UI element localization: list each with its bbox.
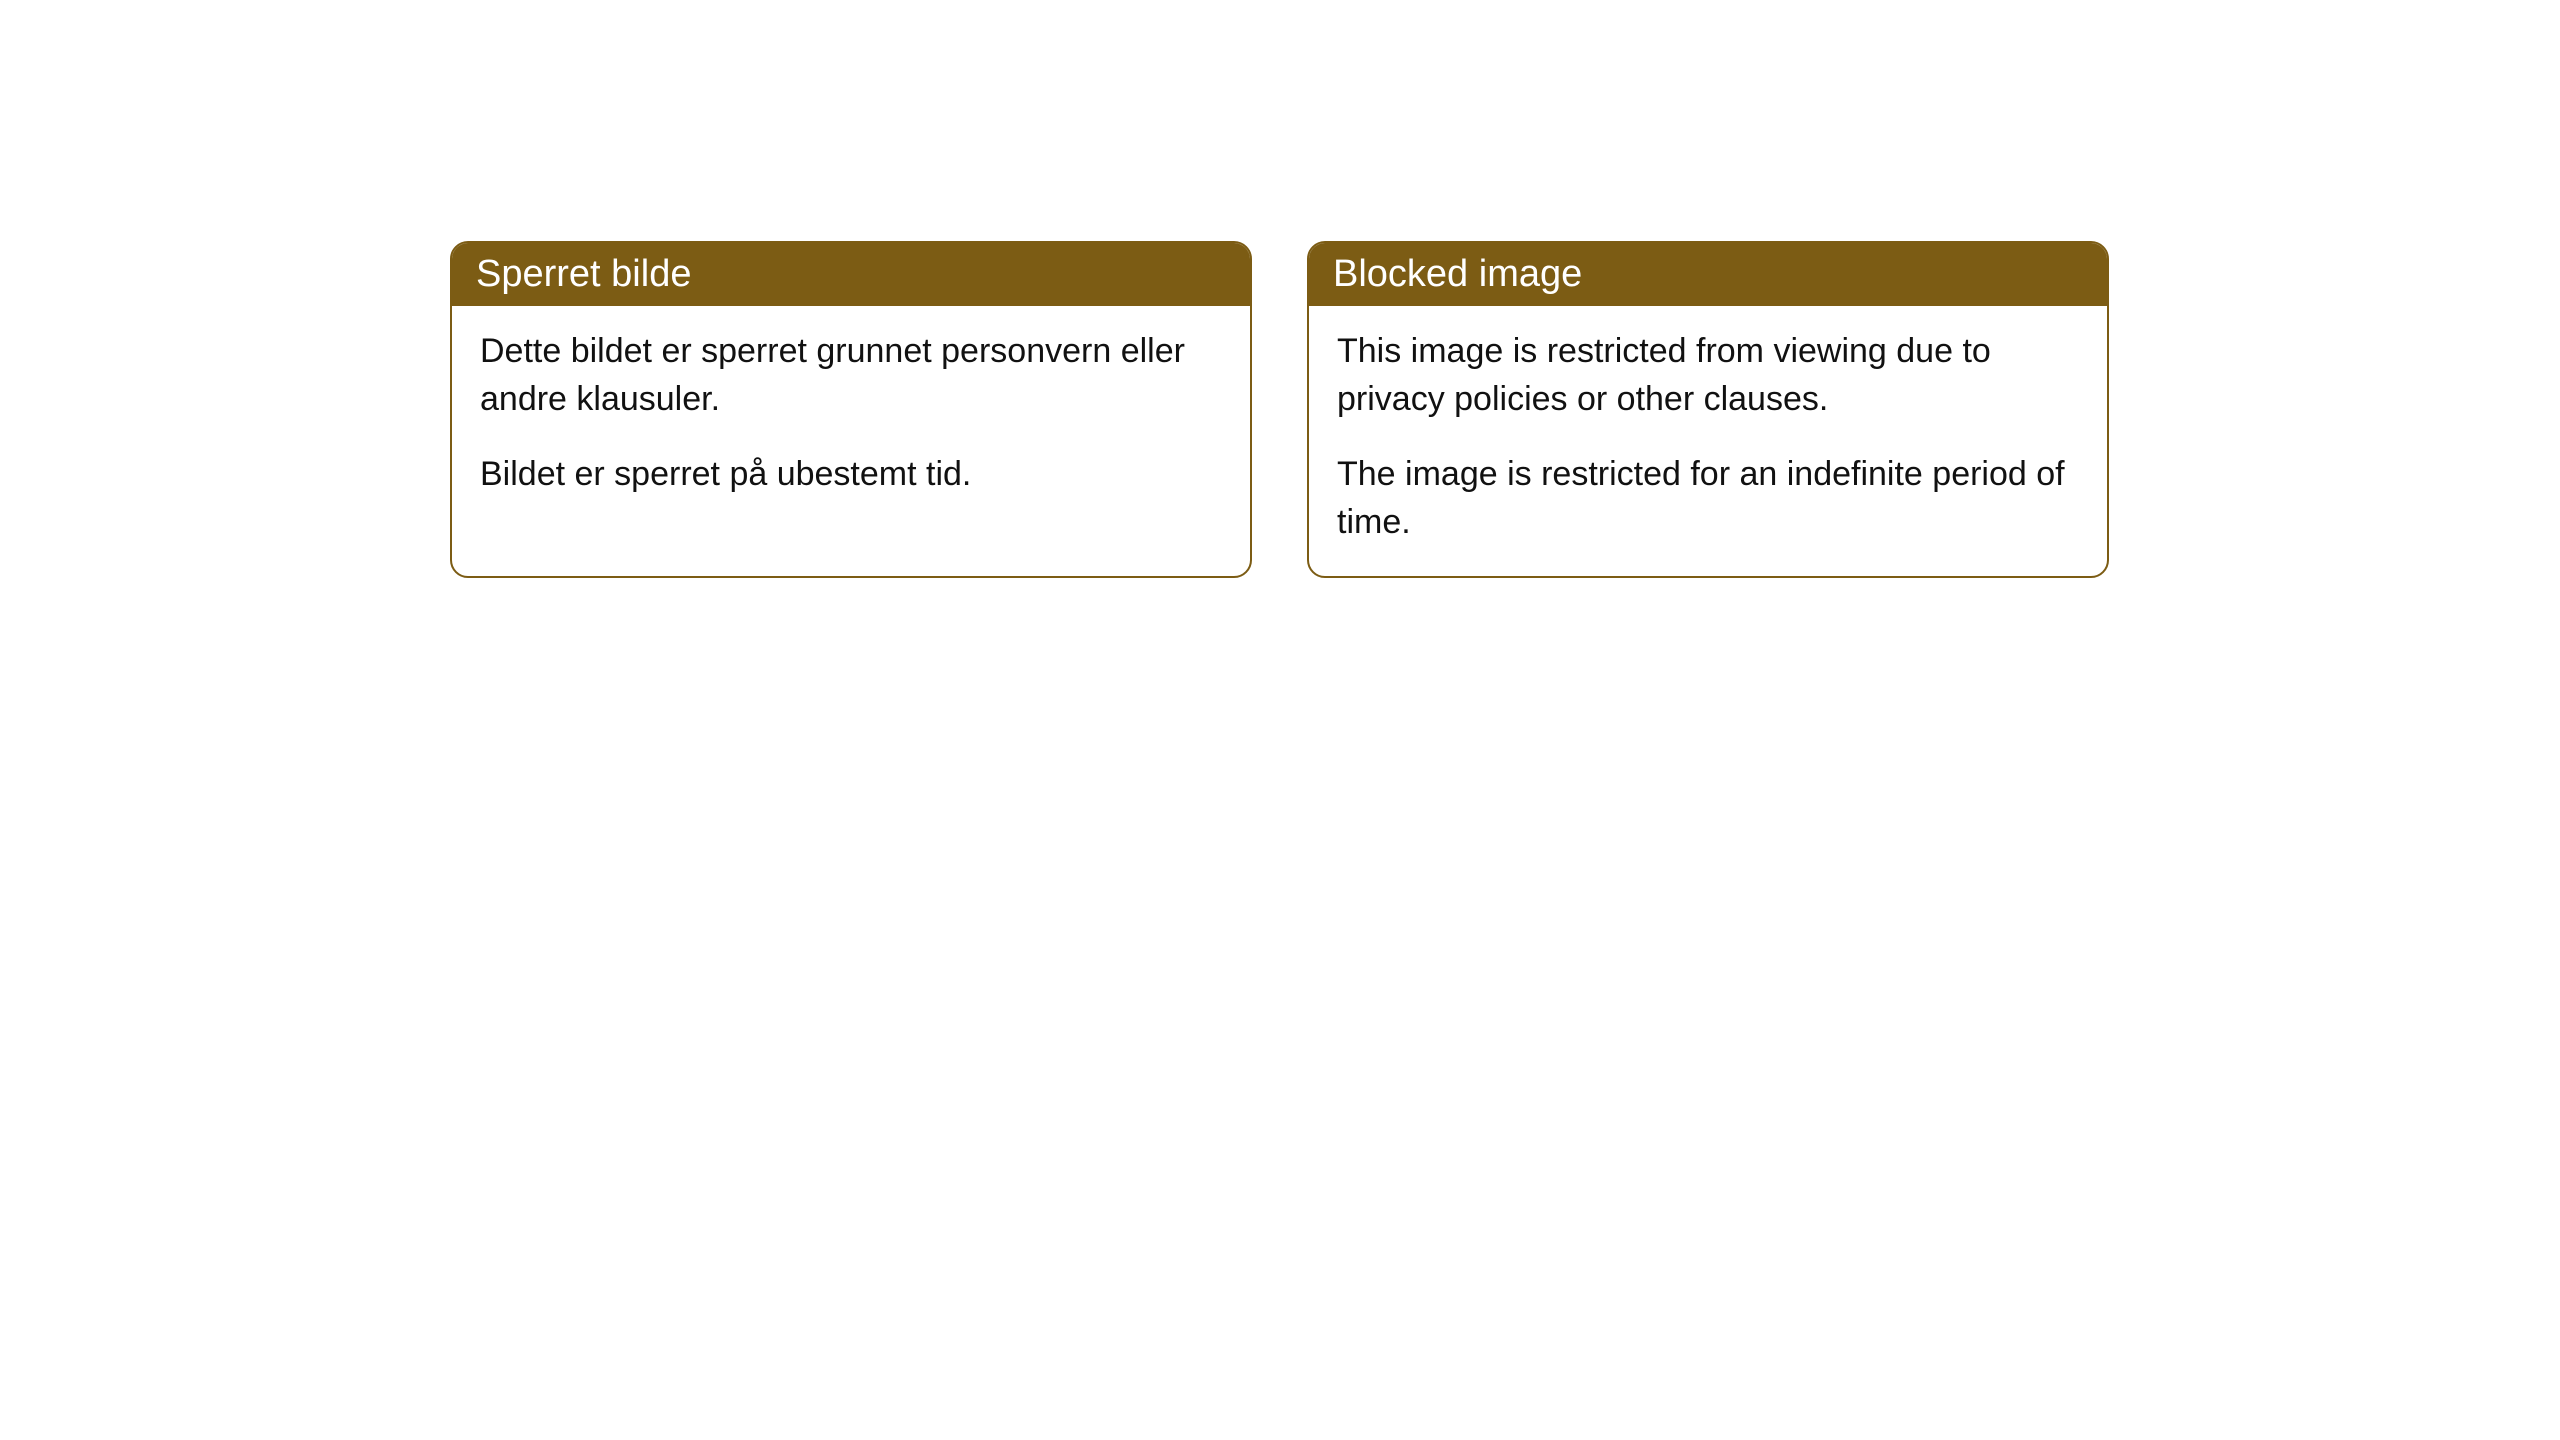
card-header-norwegian: Sperret bilde bbox=[452, 243, 1250, 306]
cards-container: Sperret bilde Dette bildet er sperret gr… bbox=[450, 241, 2109, 578]
card-english: Blocked image This image is restricted f… bbox=[1307, 241, 2109, 578]
card-norwegian: Sperret bilde Dette bildet er sperret gr… bbox=[450, 241, 1252, 578]
card-text-english-2: The image is restricted for an indefinit… bbox=[1337, 451, 2079, 546]
card-text-norwegian-2: Bildet er sperret på ubestemt tid. bbox=[480, 451, 1222, 499]
card-body-norwegian: Dette bildet er sperret grunnet personve… bbox=[452, 306, 1250, 529]
card-text-norwegian-1: Dette bildet er sperret grunnet personve… bbox=[480, 328, 1222, 423]
card-text-english-1: This image is restricted from viewing du… bbox=[1337, 328, 2079, 423]
card-header-english: Blocked image bbox=[1309, 243, 2107, 306]
card-body-english: This image is restricted from viewing du… bbox=[1309, 306, 2107, 576]
